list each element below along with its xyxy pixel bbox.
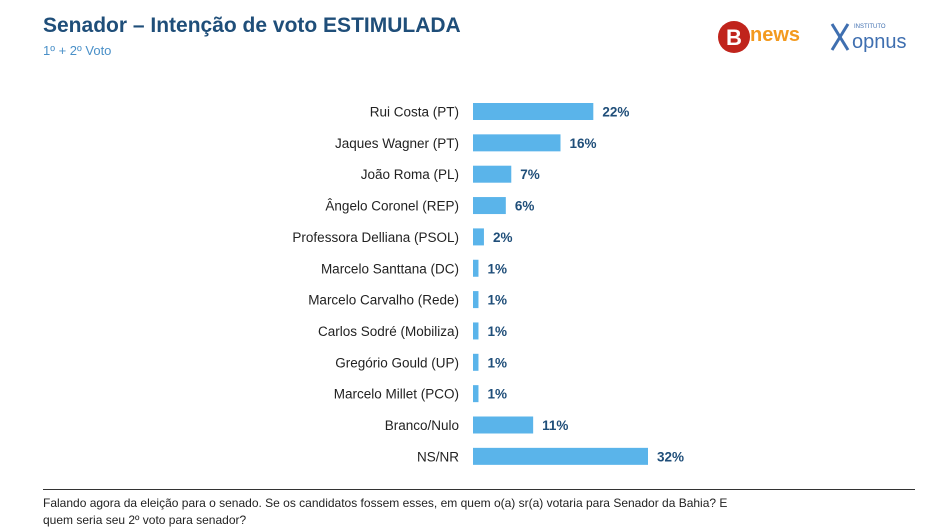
value-label: 1% — [487, 387, 507, 402]
value-label: 1% — [487, 293, 507, 308]
bar — [473, 385, 479, 403]
category-label: NS/NR — [417, 449, 459, 464]
bar — [473, 291, 479, 309]
value-label: 1% — [487, 324, 507, 339]
value-label: 7% — [520, 167, 540, 182]
category-label: Branco/Nulo — [385, 418, 459, 433]
bnews-letter: B — [726, 25, 742, 50]
value-label: 16% — [570, 136, 597, 151]
bnews-circle-icon — [718, 21, 750, 53]
bar — [473, 103, 594, 120]
bar — [473, 259, 479, 277]
bar — [473, 447, 648, 465]
value-label: 32% — [657, 449, 684, 464]
opnus-logo: INSTITUTO opnus — [830, 23, 907, 53]
bar — [473, 322, 479, 340]
value-labels: 22% 16% 7% 6% 2% 1% 1% 1% 1% 1% 11% 32% — [487, 105, 684, 465]
opnus-instituto-label: INSTITUTO — [854, 24, 886, 30]
category-label: Carlos Sodré (Mobiliza) — [318, 324, 459, 339]
survey-question: Falando agora da eleição para o senado. … — [43, 496, 728, 527]
bnews-wordmark: news — [750, 24, 800, 46]
opnus-wordmark: opnus — [852, 31, 907, 53]
bar — [473, 353, 479, 371]
value-label: 2% — [493, 230, 513, 245]
page-title: Senador – Intenção de voto ESTIMULADA — [43, 14, 461, 37]
value-label: 22% — [602, 105, 629, 120]
category-label: Professora Delliana (PSOL) — [292, 230, 459, 245]
bar — [473, 416, 534, 434]
page-subtitle: 1º + 2º Voto — [43, 43, 112, 58]
category-label: João Roma (PL) — [361, 167, 459, 182]
bar — [473, 228, 484, 246]
opnus-x-icon-stroke — [830, 23, 850, 51]
category-label: Marcelo Carvalho (Rede) — [308, 293, 459, 308]
value-label: 6% — [515, 199, 535, 214]
value-label: 1% — [487, 355, 507, 370]
bar — [473, 134, 561, 152]
bar-chart: Rui Costa (PT) Jaques Wagner (PT) João Rom… — [292, 103, 684, 465]
category-label: Marcelo Millet (PCO) — [334, 387, 459, 402]
category-label: Ângelo Coronel (REP) — [325, 199, 459, 214]
value-label: 1% — [487, 261, 507, 276]
bar — [473, 165, 512, 183]
value-label: 11% — [542, 418, 568, 433]
bar — [473, 197, 506, 215]
category-label: Jaques Wagner (PT) — [335, 136, 459, 151]
logos: B news INSTITUTO opnus — [718, 21, 907, 53]
category-label: Rui Costa (PT) — [370, 105, 459, 120]
category-labels: Rui Costa (PT) Jaques Wagner (PT) João Rom… — [292, 105, 459, 465]
category-label: Gregório Gould (UP) — [335, 355, 459, 370]
category-label: Marcelo Santtana (DC) — [321, 261, 459, 276]
bars — [473, 103, 648, 465]
bnews-logo: B news — [718, 21, 800, 53]
footer-divider — [43, 489, 915, 490]
